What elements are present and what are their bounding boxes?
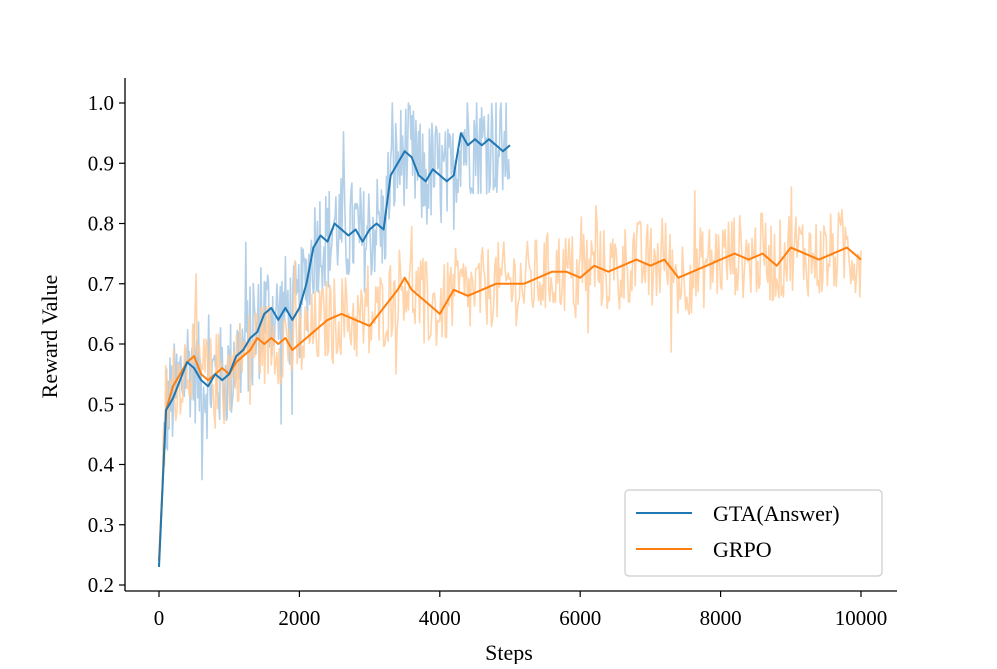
smoothed-lines-layer (158, 132, 862, 567)
y-tick-label: 0.4 (88, 453, 115, 477)
y-tick-label: 0.9 (88, 151, 114, 175)
y-tick-label: 1.0 (88, 91, 114, 115)
x-tick-label: 8000 (700, 606, 742, 630)
x-tick-label: 2000 (278, 606, 320, 630)
y-tick-label: 0.2 (88, 573, 114, 597)
y-tick-label: 0.8 (88, 212, 114, 236)
x-axis-title: Steps (485, 640, 533, 664)
raw-noise-layer (158, 102, 862, 567)
legend-label-grpo: GRPO (713, 537, 772, 562)
legend: GTA(Answer) GRPO (624, 489, 883, 577)
x-tick-label: 6000 (559, 606, 601, 630)
raw-line-grpo (158, 186, 862, 561)
y-tick-label: 0.6 (88, 332, 114, 356)
series-line-gta-answer (158, 132, 511, 567)
y-tick-label: 0.7 (88, 272, 114, 296)
legend-box (624, 489, 883, 577)
x-tick-label: 0 (154, 606, 165, 630)
x-tick-label: 4000 (419, 606, 461, 630)
y-tick-label: 0.3 (88, 513, 114, 537)
y-axis-title: Reward Value (37, 275, 62, 399)
x-tick-label: 10000 (835, 606, 888, 630)
x-ticks: 0 2000 4000 6000 8000 10000 (154, 591, 888, 630)
y-ticks: 0.2 0.3 0.4 0.5 0.6 0.7 0.8 0.9 1.0 (88, 91, 125, 597)
y-tick-label: 0.5 (88, 392, 114, 416)
legend-label-gta-answer: GTA(Answer) (713, 501, 840, 526)
